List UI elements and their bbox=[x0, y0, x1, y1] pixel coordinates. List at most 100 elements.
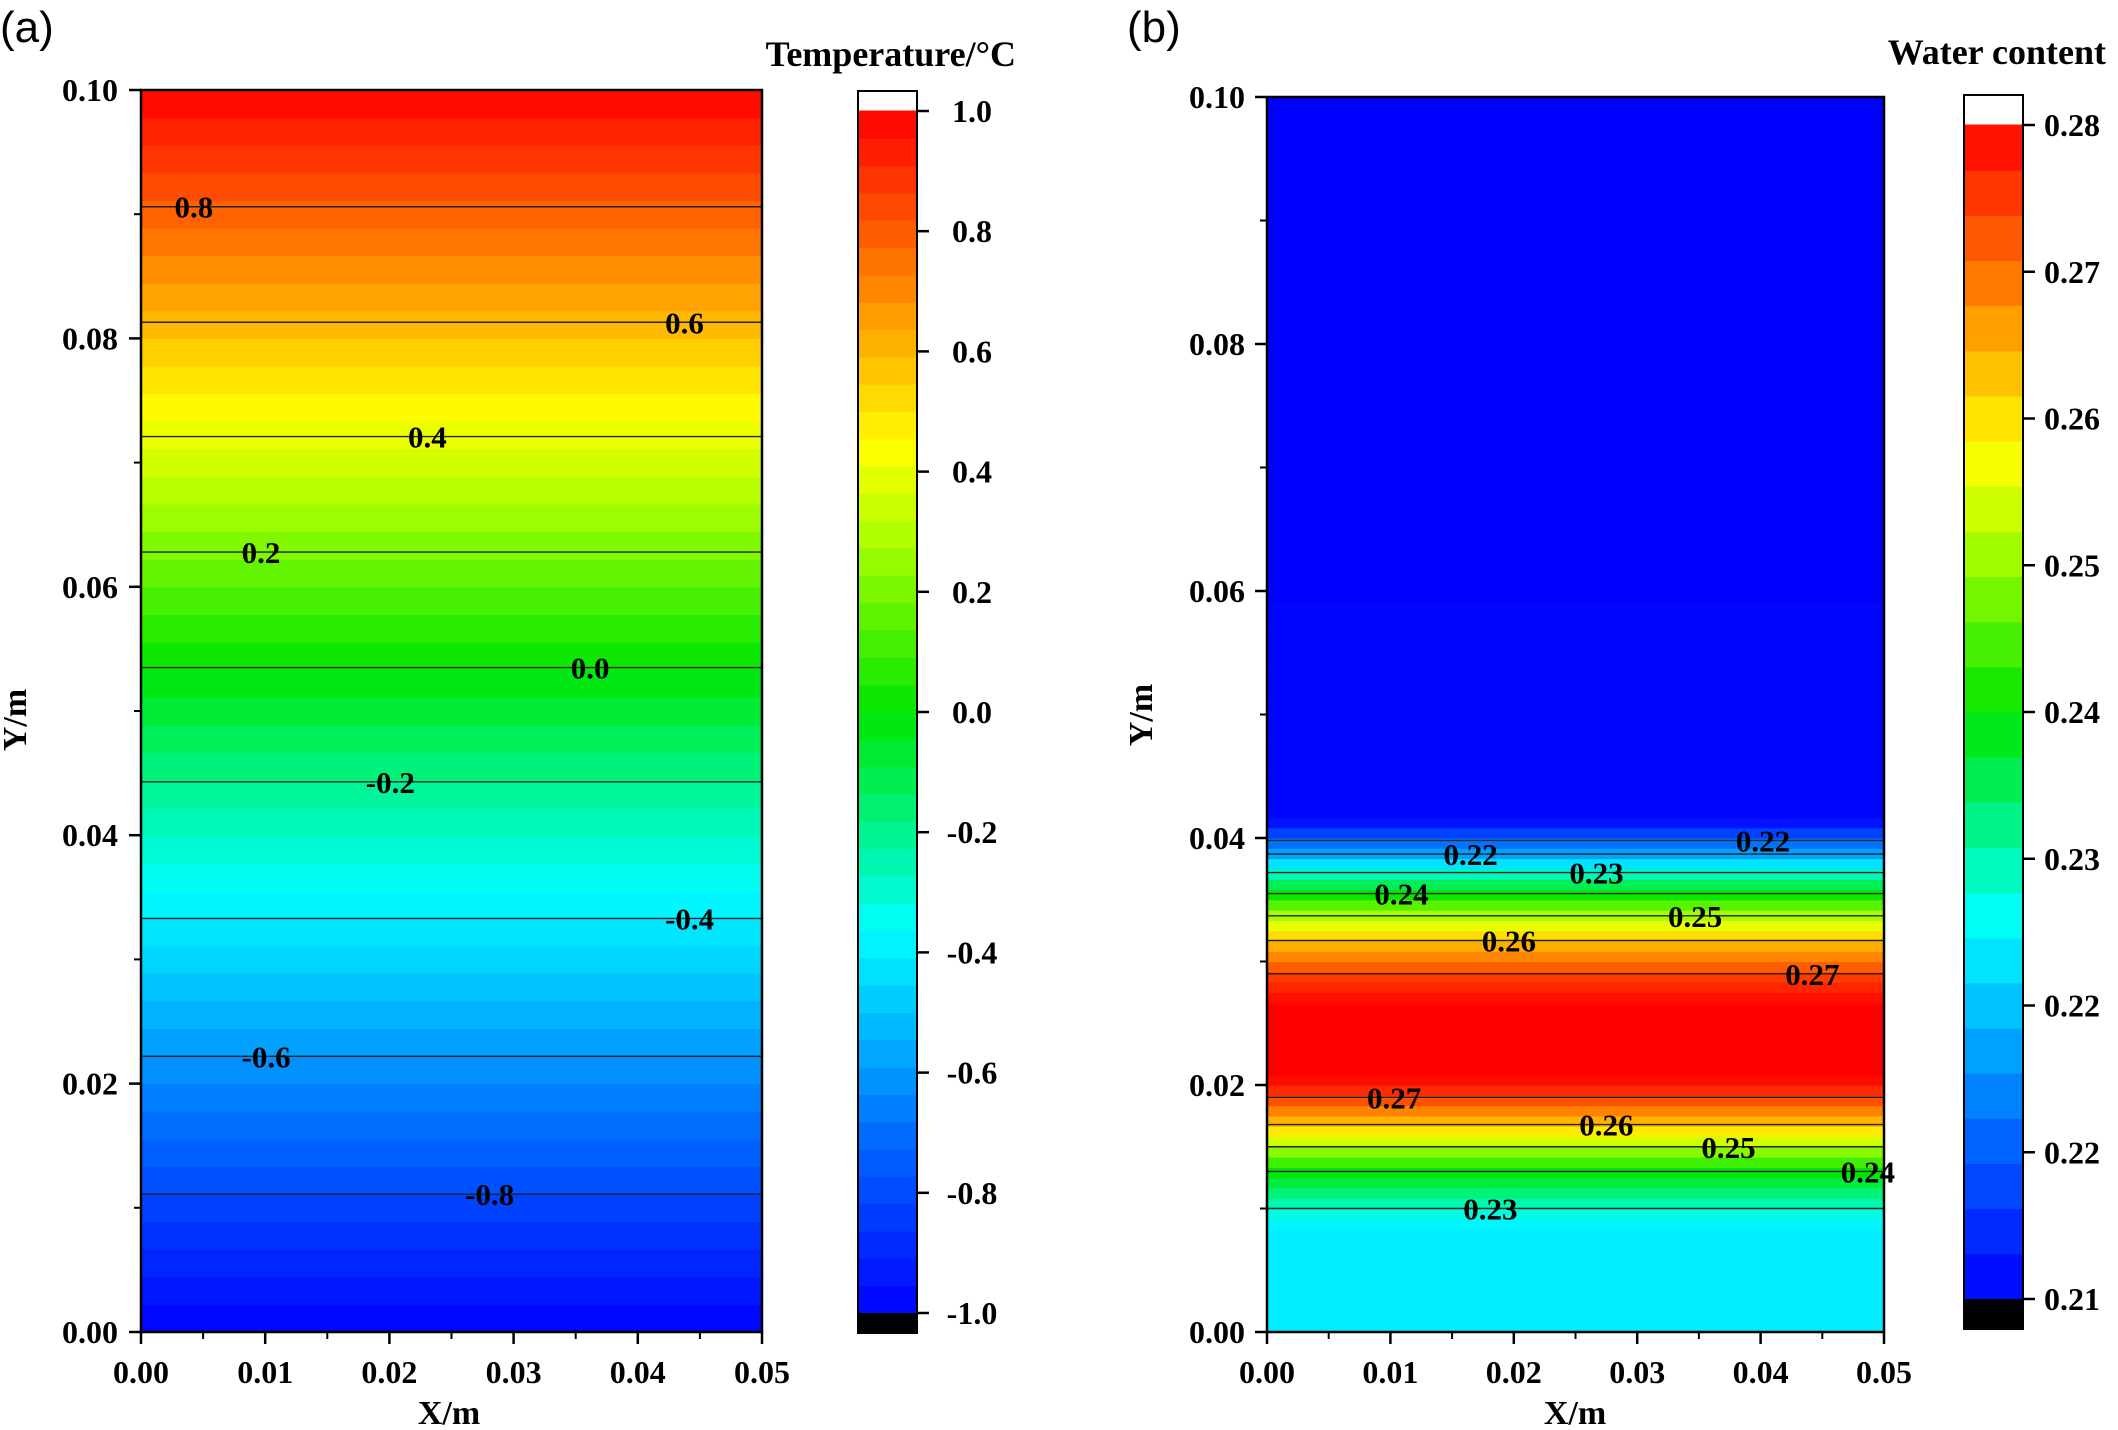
contour-label: 0.0 bbox=[571, 651, 610, 686]
field-band bbox=[1267, 1310, 1884, 1323]
field-band bbox=[1267, 497, 1884, 510]
field-band bbox=[1267, 487, 1884, 499]
colorbar-band bbox=[1964, 1117, 2023, 1165]
colorbar-band bbox=[858, 520, 917, 549]
colorbar-band bbox=[858, 1121, 917, 1150]
y-tick-label: 0.04 bbox=[62, 817, 118, 853]
field-band bbox=[1267, 518, 1884, 530]
colorbar-band bbox=[1964, 124, 2023, 171]
field-band bbox=[1267, 940, 1884, 952]
field-band bbox=[141, 807, 762, 836]
colorbar-band bbox=[858, 656, 917, 686]
colorbar-tick-label: 0.26 bbox=[2044, 401, 2100, 437]
field-band bbox=[1267, 1084, 1884, 1096]
field-band bbox=[1267, 456, 1884, 469]
field-band bbox=[1267, 137, 1884, 150]
y-tick-label: 0.00 bbox=[62, 1314, 118, 1350]
field-band bbox=[1267, 878, 1884, 891]
panel-b-contours: 0.22 0.22 0.23 0.24 0.25 0.26 0.27 0.27 0.26 0.25… bbox=[1267, 823, 1895, 1227]
field-band bbox=[141, 1276, 762, 1305]
colorbar-band bbox=[858, 902, 917, 932]
contour-label: 0.26 bbox=[1482, 924, 1536, 959]
field-band bbox=[141, 310, 762, 339]
colorbar-tick-label: 0.25 bbox=[2044, 547, 2100, 583]
field-band bbox=[1267, 528, 1884, 541]
panel-b-colorbar-title: Water content bbox=[1888, 32, 2106, 72]
colorbar-band bbox=[1964, 1208, 2023, 1255]
colorbar-band bbox=[1964, 259, 2023, 307]
colorbar-band bbox=[858, 602, 917, 631]
field-band bbox=[141, 1193, 762, 1223]
colorbar-band bbox=[858, 192, 917, 221]
contour-label: 0.2 bbox=[242, 535, 281, 570]
field-band bbox=[1267, 230, 1884, 242]
field-band bbox=[1267, 178, 1884, 191]
field-band bbox=[1267, 1074, 1884, 1086]
field-band bbox=[1267, 96, 1884, 108]
colorbar-band bbox=[1964, 305, 2023, 352]
field-band bbox=[1267, 250, 1884, 263]
field-band bbox=[1267, 1043, 1884, 1055]
field-band bbox=[1267, 919, 1884, 932]
field-band bbox=[141, 696, 762, 726]
colorbar-band bbox=[858, 957, 917, 986]
field-band bbox=[1267, 652, 1884, 664]
field-band bbox=[141, 1000, 762, 1029]
colorbar-band bbox=[858, 492, 917, 522]
field-band bbox=[1267, 291, 1884, 304]
y-tick-label: 0.06 bbox=[62, 569, 118, 605]
field-band bbox=[1267, 538, 1884, 551]
colorbar-band bbox=[858, 1230, 917, 1259]
colorbar-band bbox=[858, 574, 917, 604]
field-band bbox=[141, 1027, 762, 1057]
colorbar-band bbox=[1964, 485, 2023, 532]
panel-b-x-axis-title: X/m bbox=[1544, 1395, 1606, 1430]
colorbar-band bbox=[1964, 440, 2023, 487]
y-tick-label: 0.08 bbox=[1189, 326, 1245, 362]
colorbar-band bbox=[1964, 801, 2023, 848]
colorbar-band bbox=[858, 1257, 917, 1287]
colorbar-band bbox=[1964, 621, 2023, 668]
field-band bbox=[1267, 240, 1884, 252]
colorbar-tick-label: 0.21 bbox=[2044, 1281, 2100, 1317]
colorbar-band bbox=[1964, 937, 2023, 984]
field-band bbox=[141, 558, 762, 588]
field-band bbox=[141, 255, 762, 284]
panel-a-colorbar-title: Temperature/°C bbox=[766, 34, 1016, 74]
colorbar-band bbox=[858, 110, 917, 139]
panel-b-water-content: (b) Water content 0.220.220.230.240.250.… bbox=[1123, 3, 2106, 1430]
x-tick-label: 0.03 bbox=[1609, 1354, 1665, 1390]
field-band bbox=[1267, 734, 1884, 746]
field-band bbox=[1267, 1249, 1884, 1261]
field-band bbox=[1267, 621, 1884, 633]
colorbar-band bbox=[1964, 350, 2023, 397]
field-band bbox=[141, 724, 762, 753]
colorbar-band bbox=[858, 219, 917, 249]
field-band bbox=[1267, 1146, 1884, 1158]
panel-b-axes: 0.00 0.01 0.02 0.03 0.04 0.05 0.00 0.02 0.04 0.06… bbox=[1189, 79, 1912, 1390]
field-band bbox=[1267, 1115, 1884, 1127]
field-band bbox=[141, 337, 762, 367]
field-band bbox=[1267, 1259, 1884, 1271]
field-band bbox=[1267, 219, 1884, 232]
field-band bbox=[1267, 641, 1884, 654]
x-tick-label: 0.02 bbox=[1486, 1354, 1542, 1390]
field-band bbox=[1267, 312, 1884, 325]
colorbar-tick-label: -1.0 bbox=[947, 1295, 998, 1331]
colorbar-tick-label: 0.0 bbox=[952, 694, 992, 730]
x-tick-label: 0.04 bbox=[610, 1354, 666, 1390]
field-band bbox=[141, 448, 762, 477]
field-band bbox=[1267, 1022, 1884, 1035]
colorbar-tick-label: 0.24 bbox=[2044, 694, 2100, 730]
field-band bbox=[1267, 1197, 1884, 1210]
field-band bbox=[1267, 199, 1884, 211]
colorbar-tick-label: 0.8 bbox=[952, 213, 992, 249]
field-band bbox=[1267, 662, 1884, 674]
field-band bbox=[1267, 1135, 1884, 1148]
panel-a-colorbar: -1.0 -0.8 -0.6 -0.4 -0.2 0.0 0.2 0.4 0.6 0.8 1.0 bbox=[857, 90, 998, 1334]
colorbar-tick-label: 0.4 bbox=[952, 454, 992, 490]
colorbar-band bbox=[1964, 666, 2023, 713]
colorbar-band bbox=[1964, 982, 2023, 1029]
field-band bbox=[1267, 1053, 1884, 1066]
field-band bbox=[1267, 1125, 1884, 1138]
